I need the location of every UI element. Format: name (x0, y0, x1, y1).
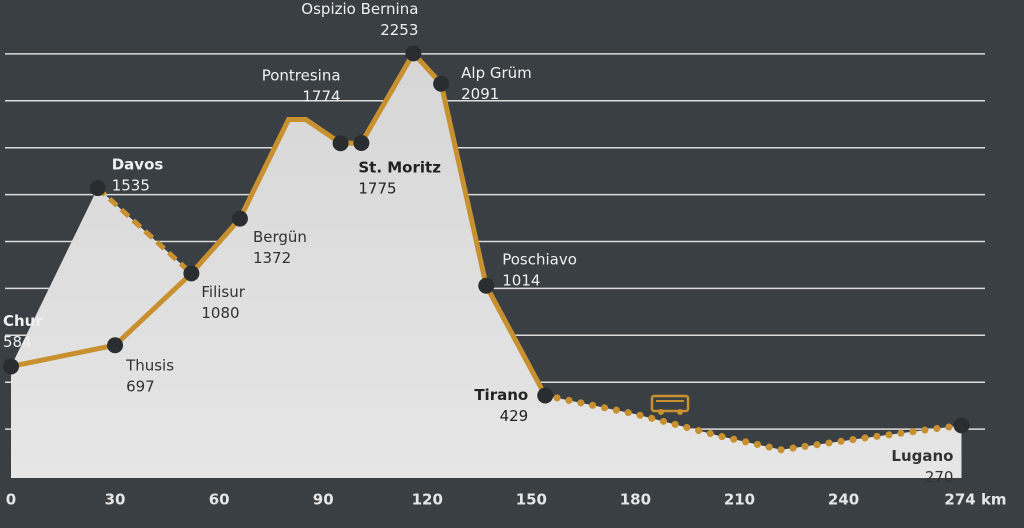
station-dot (537, 387, 554, 404)
x-tick-label: 120 (412, 491, 443, 509)
station-name: Alp Grüm (461, 64, 532, 82)
route-line (10, 49, 548, 397)
station-name: Poschiavo (502, 250, 577, 268)
station-elevation: 1014 (502, 271, 540, 289)
route-line (541, 392, 965, 454)
station-elevation: 1372 (253, 249, 291, 267)
station-elevation: 270 (925, 468, 954, 486)
x-tick-label: 180 (620, 491, 651, 509)
station-elevation: 1775 (358, 180, 396, 198)
station-dot (405, 45, 422, 62)
station-name: Lugano (891, 447, 953, 465)
station-dot (433, 75, 450, 92)
x-tick-label: 90 (313, 491, 334, 509)
station-name: St. Moritz (358, 159, 441, 177)
station-elevation: 1774 (302, 88, 340, 106)
station-elevation: 1080 (201, 304, 239, 322)
x-tick-label: 274 km (944, 491, 1006, 509)
station-name: Pontresina (262, 67, 341, 85)
station-elevation: 2091 (461, 85, 499, 103)
x-tick-label: 210 (724, 491, 755, 509)
station-dot (231, 210, 248, 227)
station-dot (953, 417, 970, 434)
station-dot (89, 180, 106, 197)
station-name: Bergün (253, 228, 307, 246)
station-name: Tirano (474, 386, 528, 404)
station-dot (3, 358, 19, 375)
station-elevation: 697 (126, 378, 155, 396)
station-dot (332, 135, 349, 152)
route-line (96, 186, 194, 276)
station-elevation: 429 (500, 407, 529, 425)
x-tick-label: 240 (828, 491, 859, 509)
station-name: Ospizio Bernina (301, 0, 418, 18)
station-dot (478, 277, 495, 294)
station-name: Filisur (201, 283, 245, 301)
x-tick-label: 30 (105, 491, 126, 509)
station-name: Thusis (125, 357, 174, 375)
station-dot (107, 337, 124, 354)
station-dot (353, 135, 370, 152)
station-elevation: 2253 (380, 21, 418, 39)
station-name: Chur (3, 312, 43, 330)
x-tick-label: 60 (209, 491, 230, 509)
x-tick-label: 150 (516, 491, 547, 509)
station-name: Davos (112, 156, 164, 174)
x-tick-label: 0 (6, 491, 16, 509)
terrain (11, 53, 962, 479)
station-elevation: 1535 (112, 177, 150, 195)
station-elevation: 584 (3, 333, 32, 351)
station-dot (183, 265, 200, 282)
bus-icon (650, 394, 690, 415)
